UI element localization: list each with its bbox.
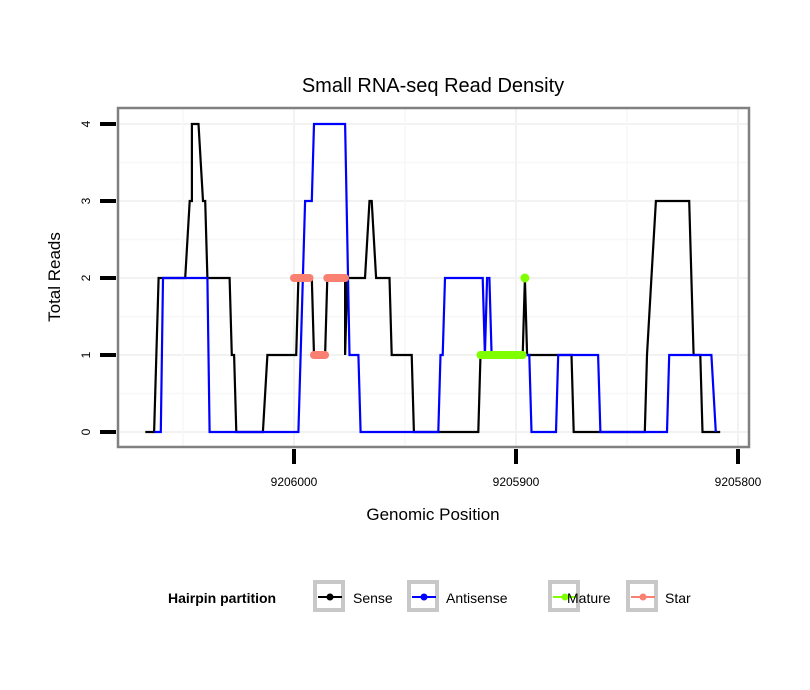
- legend-key-point: [420, 593, 428, 601]
- y-tick-label: 3: [79, 197, 93, 204]
- legend-entry-antisense: Antisense: [407, 580, 508, 612]
- x-tick-label: 9206000: [271, 475, 318, 489]
- x-tick-label: 9205900: [493, 475, 540, 489]
- y-tick-label: 4: [79, 120, 93, 127]
- series-antisense: [154, 122, 717, 434]
- legend-label: Antisense: [446, 590, 508, 606]
- series-layer: [145, 122, 721, 434]
- legend-key-point: [326, 593, 334, 601]
- mature-point: [520, 273, 530, 283]
- legend-key-point: [561, 593, 569, 601]
- x-tick-label: 9205800: [715, 475, 762, 489]
- y-tick-label: 1: [79, 351, 93, 358]
- legend-entry-mature: Mature: [548, 580, 611, 612]
- x-axis: 9206000 9205900 9205800: [271, 449, 762, 489]
- legend-label: Mature: [567, 590, 611, 606]
- legend: Hairpin partition Sense Antisense Mature St…: [168, 580, 691, 612]
- legend-label: Sense: [353, 590, 393, 606]
- legend-entry-sense: Sense: [313, 580, 393, 612]
- antisense-line: [154, 122, 717, 434]
- x-axis-title: Genomic Position: [366, 505, 499, 524]
- y-tick-label: 2: [79, 274, 93, 281]
- series-star-overlay: [290, 274, 350, 359]
- legend-entry-star: Star: [626, 580, 691, 612]
- legend-title: Hairpin partition: [168, 590, 276, 606]
- y-tick-label: 0: [79, 428, 93, 435]
- y-axis-title: Total Reads: [45, 232, 64, 322]
- y-axis: 0 1 2 3 4: [79, 120, 116, 435]
- legend-label: Star: [665, 590, 691, 606]
- legend-key-point: [639, 593, 647, 601]
- chart-title: Small RNA-seq Read Density: [302, 75, 564, 97]
- plot-panel-border: [116, 106, 751, 449]
- series-mature-overlay: [476, 273, 530, 359]
